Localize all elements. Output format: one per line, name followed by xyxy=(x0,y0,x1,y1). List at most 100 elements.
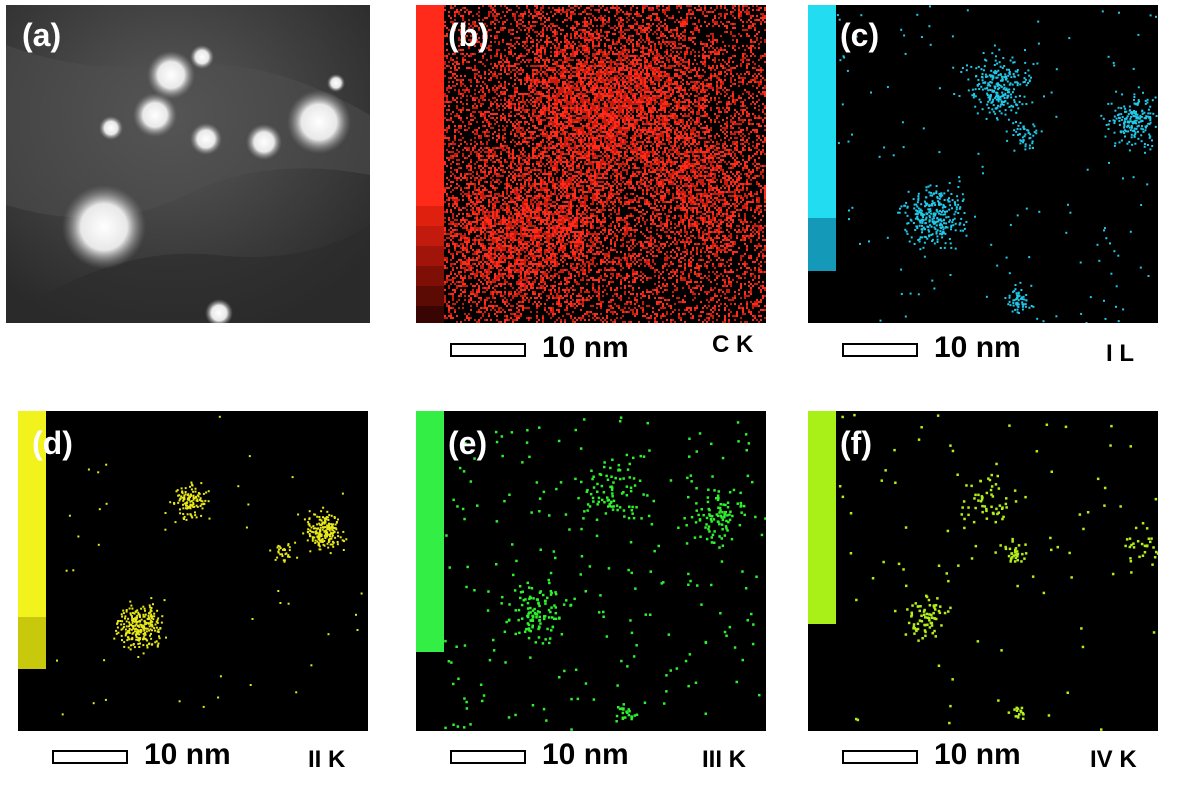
signal-dot xyxy=(662,117,664,119)
signal-dot xyxy=(522,105,524,107)
signal-dot xyxy=(558,89,560,91)
signal-dot xyxy=(576,73,578,75)
signal-dot xyxy=(558,109,560,111)
signal-dot xyxy=(510,95,512,97)
signal-dot xyxy=(756,123,758,125)
signal-dot xyxy=(738,11,740,13)
signal-dot xyxy=(566,143,568,145)
signal-dot xyxy=(634,131,636,133)
signal-dot xyxy=(612,103,614,105)
signal-dot xyxy=(492,15,494,17)
signal-dot xyxy=(636,121,638,123)
signal-dot xyxy=(602,93,604,95)
signal-dot xyxy=(604,139,606,141)
panel-a-label: (a) xyxy=(22,17,62,53)
signal-dot xyxy=(580,91,582,93)
signal-dot xyxy=(650,97,652,99)
signal-dot xyxy=(744,145,746,147)
signal-dot xyxy=(572,75,574,77)
signal-dot xyxy=(718,79,720,81)
signal-dot xyxy=(624,121,626,123)
signal-dot xyxy=(606,123,608,125)
signal-dot xyxy=(568,113,570,115)
signal-dot xyxy=(648,75,650,77)
signal-dot xyxy=(646,59,648,61)
signal-dot xyxy=(598,79,600,81)
signal-dot xyxy=(650,67,652,69)
signal-dot xyxy=(664,143,666,145)
signal-dot xyxy=(552,125,554,127)
signal-dot xyxy=(540,47,542,49)
signal-dot xyxy=(470,79,472,81)
signal-dot xyxy=(444,75,446,77)
signal-dot xyxy=(750,123,752,125)
signal-dot xyxy=(612,99,614,101)
signal-dot xyxy=(556,125,558,127)
signal-dot xyxy=(620,63,622,65)
signal-dot xyxy=(678,63,680,65)
signal-dot xyxy=(500,143,502,145)
signal-dot xyxy=(616,107,618,109)
signal-dot xyxy=(522,71,524,73)
signal-dot xyxy=(666,25,668,27)
signal-dot xyxy=(540,99,542,101)
signal-dot xyxy=(552,71,554,73)
signal-dot xyxy=(630,13,632,15)
signal-dot xyxy=(570,91,572,93)
signal-dot xyxy=(566,125,568,127)
signal-dot xyxy=(498,73,500,75)
signal-dot xyxy=(566,19,568,21)
signal-dot xyxy=(682,107,684,109)
signal-dot xyxy=(540,85,542,87)
signal-dot xyxy=(658,79,660,81)
signal-dot xyxy=(638,15,640,17)
signal-dot xyxy=(632,143,634,145)
signal-dot xyxy=(574,87,576,89)
signal-dot xyxy=(546,137,548,139)
signal-dot xyxy=(668,31,670,33)
signal-dot xyxy=(576,101,578,103)
signal-dot xyxy=(568,47,570,49)
signal-dot xyxy=(518,141,520,143)
signal-dot xyxy=(536,115,538,117)
signal-dot xyxy=(444,25,446,27)
signal-dot xyxy=(546,27,548,29)
signal-dot xyxy=(492,127,494,129)
signal-dot xyxy=(600,99,602,101)
signal-dot xyxy=(694,145,696,147)
signal-dot xyxy=(546,97,548,99)
signal-dot xyxy=(680,43,682,45)
signal-dot xyxy=(724,17,726,19)
signal-dot xyxy=(702,13,704,15)
signal-dot xyxy=(660,123,662,125)
signal-dot xyxy=(528,21,530,23)
signal-dot xyxy=(760,81,762,83)
signal-dot xyxy=(536,43,538,45)
signal-dot xyxy=(644,47,646,49)
signal-dot xyxy=(708,23,710,25)
signal-dot xyxy=(656,13,658,15)
signal-dot xyxy=(580,85,582,87)
signal-dot xyxy=(760,79,762,81)
signal-dot xyxy=(490,117,492,119)
signal-dot xyxy=(546,131,548,133)
signal-dot xyxy=(580,131,582,133)
signal-dot xyxy=(574,129,576,131)
signal-dot xyxy=(626,115,628,117)
signal-dot xyxy=(618,59,620,61)
signal-dot xyxy=(618,31,620,33)
signal-dot xyxy=(562,133,564,135)
signal-dot xyxy=(476,41,478,43)
signal-dot xyxy=(568,119,570,121)
signal-dot xyxy=(546,141,548,143)
signal-dot xyxy=(612,5,614,7)
signal-dot xyxy=(678,139,680,141)
signal-dot xyxy=(714,145,716,147)
signal-dot xyxy=(734,103,736,105)
signal-dot xyxy=(640,75,642,77)
signal-dot xyxy=(524,41,526,43)
signal-dot xyxy=(744,53,746,55)
signal-dot xyxy=(652,13,654,15)
signal-dot xyxy=(654,83,656,85)
signal-dot xyxy=(550,51,552,53)
